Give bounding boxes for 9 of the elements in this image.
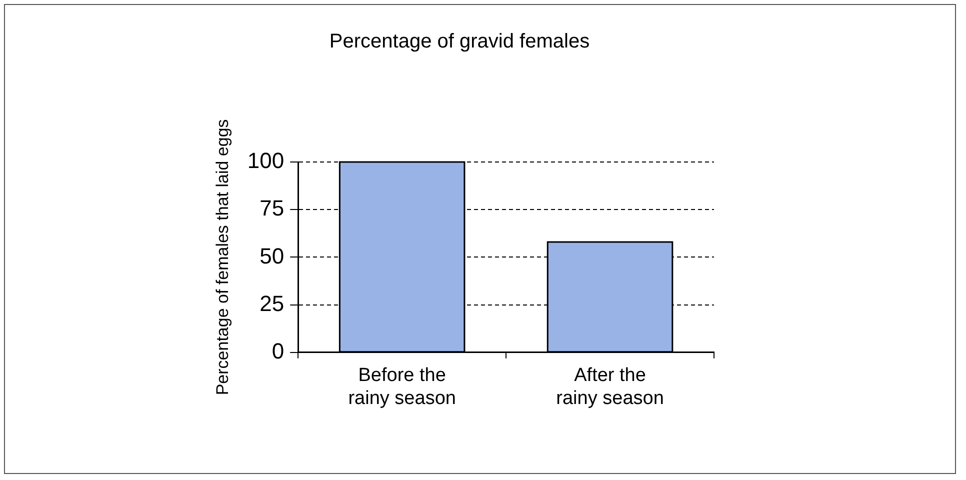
y-tick-label: 25 (260, 290, 284, 316)
y-tick-label: 100 (247, 148, 284, 174)
y-axis-title: Percentage of females that laid eggs (212, 119, 232, 396)
y-tick-label: 0 (272, 338, 284, 364)
chart-title: Percentage of gravid females (329, 30, 590, 53)
x-tick-label: After the rainy season (556, 365, 664, 409)
y-tick-label: 75 (260, 196, 284, 221)
y-tick-label: 50 (260, 243, 284, 268)
x-tick-label: Before the rainy season (348, 365, 456, 409)
